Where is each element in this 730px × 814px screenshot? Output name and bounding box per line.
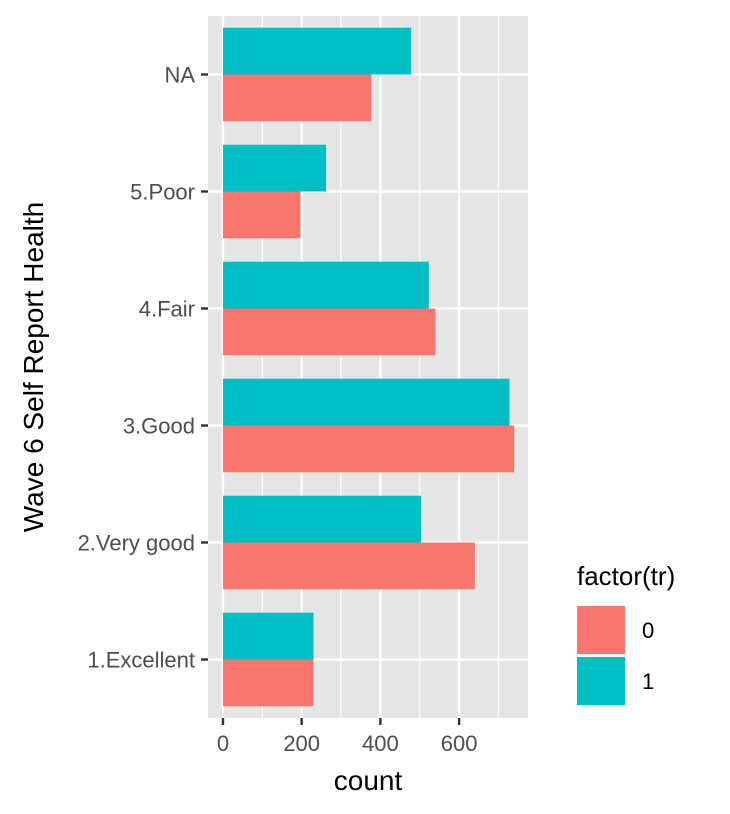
y-tick-label: 1.Excellent: [87, 648, 195, 673]
bar-series-1: [222, 144, 327, 192]
x-tick-label: 200: [283, 731, 320, 756]
legend-label: 1: [642, 669, 654, 694]
x-tick-label: 0: [217, 731, 229, 756]
bar-series-0: [222, 74, 372, 122]
y-tick-label: 5.Poor: [130, 180, 195, 205]
legend-title: factor(tr): [577, 561, 675, 591]
legend-key-0: [577, 606, 625, 654]
plot-panel: [208, 16, 528, 718]
grid-minor: [261, 16, 500, 718]
bar-series-0: [222, 191, 301, 239]
x-axis: 0 200 400 600: [217, 718, 478, 756]
y-axis-title: Wave 6 Self Report Health: [18, 202, 49, 532]
bar-series-0: [222, 425, 515, 473]
legend: factor(tr) 0 1: [577, 561, 675, 705]
x-tick-label: 600: [441, 731, 478, 756]
y-tick-label: 3.Good: [123, 414, 195, 439]
y-axis: 1.Excellent 2.Very good 3.Good 4.Fair 5.Poor…: [78, 63, 208, 673]
bar-series-0: [222, 308, 436, 356]
bar-series-1: [222, 495, 421, 543]
bars: [222, 27, 515, 707]
x-axis-title: count: [334, 765, 403, 796]
bar-series-1: [222, 261, 429, 309]
legend-key-1: [577, 657, 625, 705]
bar-series-1: [222, 612, 314, 660]
y-tick-label: 4.Fair: [139, 297, 195, 322]
y-tick-label: 2.Very good: [78, 531, 195, 556]
bar-series-0: [222, 659, 314, 707]
legend-label: 0: [642, 618, 654, 643]
bar-series-1: [222, 27, 412, 75]
bar-series-1: [222, 378, 510, 426]
y-tick-label: NA: [164, 63, 195, 88]
bar-series-0: [222, 542, 475, 590]
x-tick-label: 400: [362, 731, 399, 756]
